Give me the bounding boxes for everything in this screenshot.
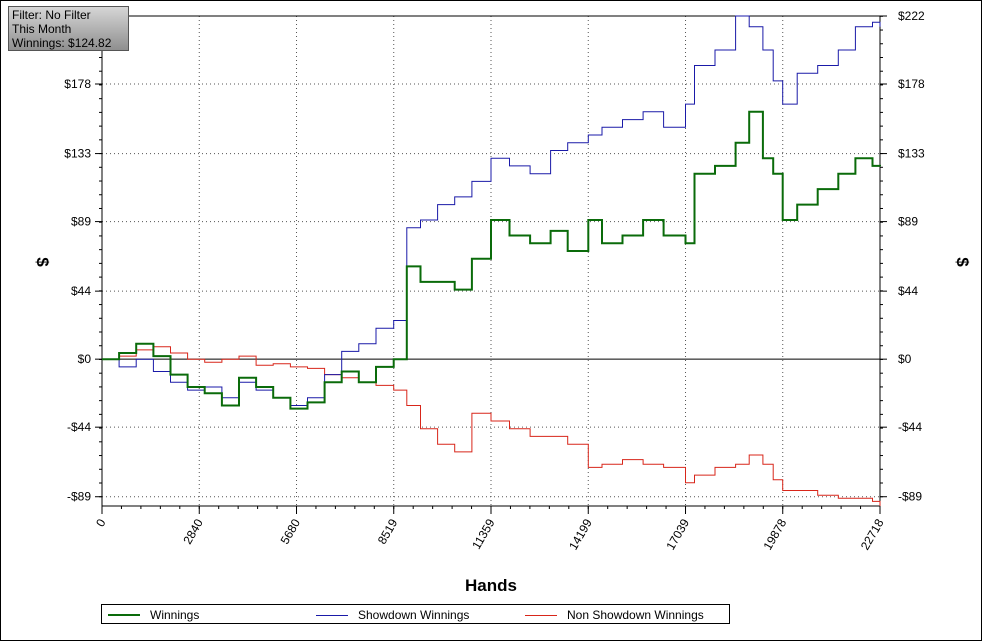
y-tick-label-left: -$44 bbox=[67, 420, 91, 434]
y-tick-label-right: -$44 bbox=[898, 420, 922, 434]
y-axis-title-left: $ bbox=[33, 257, 52, 267]
filter-info-box: Filter: No Filter This Month Winnings: $… bbox=[8, 6, 129, 51]
series-lines bbox=[102, 15, 881, 506]
legend-item-non-showdown: Non Showdown Winnings bbox=[525, 607, 704, 623]
y-tick-label-left: $133 bbox=[64, 147, 91, 161]
x-tick-label: 2840 bbox=[180, 516, 206, 546]
grid bbox=[102, 16, 880, 506]
series-line-winnings bbox=[102, 110, 881, 410]
tick-labels: $222$222$178$178$133$133$89$89$44$44$0$0… bbox=[64, 9, 925, 552]
series-line-showdown-winnings bbox=[102, 15, 881, 406]
x-tick-label: 5680 bbox=[278, 516, 304, 546]
axes bbox=[95, 15, 887, 514]
legend-swatch-non-showdown bbox=[525, 614, 557, 616]
y-tick-label-left: $0 bbox=[78, 352, 92, 366]
y-tick-label-right: $178 bbox=[898, 77, 925, 91]
legend-swatch-winnings bbox=[108, 614, 140, 616]
y-tick-label-right: $44 bbox=[898, 284, 918, 298]
y-tick-label-right: $133 bbox=[898, 147, 925, 161]
x-tick-label: 8519 bbox=[375, 516, 401, 546]
winnings-text: Winnings: $124.82 bbox=[12, 36, 112, 50]
x-tick-label: 17039 bbox=[663, 516, 692, 552]
y-axis-title-right: $ bbox=[953, 257, 972, 267]
y-tick-label-right: $222 bbox=[898, 9, 925, 23]
legend-swatch-showdown bbox=[316, 614, 348, 616]
legend-label-winnings: Winnings bbox=[150, 608, 200, 622]
x-tick-label: 14199 bbox=[566, 516, 595, 552]
y-tick-label-left: -$89 bbox=[67, 490, 91, 504]
y-tick-label-left: $178 bbox=[64, 77, 91, 91]
filter-text: Filter: No Filter bbox=[12, 8, 91, 22]
legend-label-non-showdown: Non Showdown Winnings bbox=[567, 608, 704, 622]
x-tick-label: 11359 bbox=[469, 516, 498, 551]
series-line-non-showdown-winnings bbox=[102, 346, 881, 506]
y-tick-label-right: $0 bbox=[898, 352, 912, 366]
legend-label-showdown: Showdown Winnings bbox=[358, 608, 470, 622]
x-tick-label: 22718 bbox=[858, 516, 887, 552]
legend-item-showdown: Showdown Winnings bbox=[316, 607, 469, 623]
y-tick-label-right: -$89 bbox=[898, 490, 922, 504]
x-axis-title: Hands bbox=[465, 576, 517, 595]
legend: Winnings Showdown Winnings Non Showdown … bbox=[101, 604, 730, 624]
x-tick-label: 19878 bbox=[761, 516, 790, 552]
y-tick-label-right: $89 bbox=[898, 215, 918, 229]
y-tick-label-left: $89 bbox=[71, 215, 91, 229]
x-tick-label: 0 bbox=[93, 516, 109, 529]
y-tick-label-left: $44 bbox=[71, 284, 91, 298]
period-text: This Month bbox=[12, 22, 72, 36]
legend-item-winnings: Winnings bbox=[108, 607, 199, 623]
